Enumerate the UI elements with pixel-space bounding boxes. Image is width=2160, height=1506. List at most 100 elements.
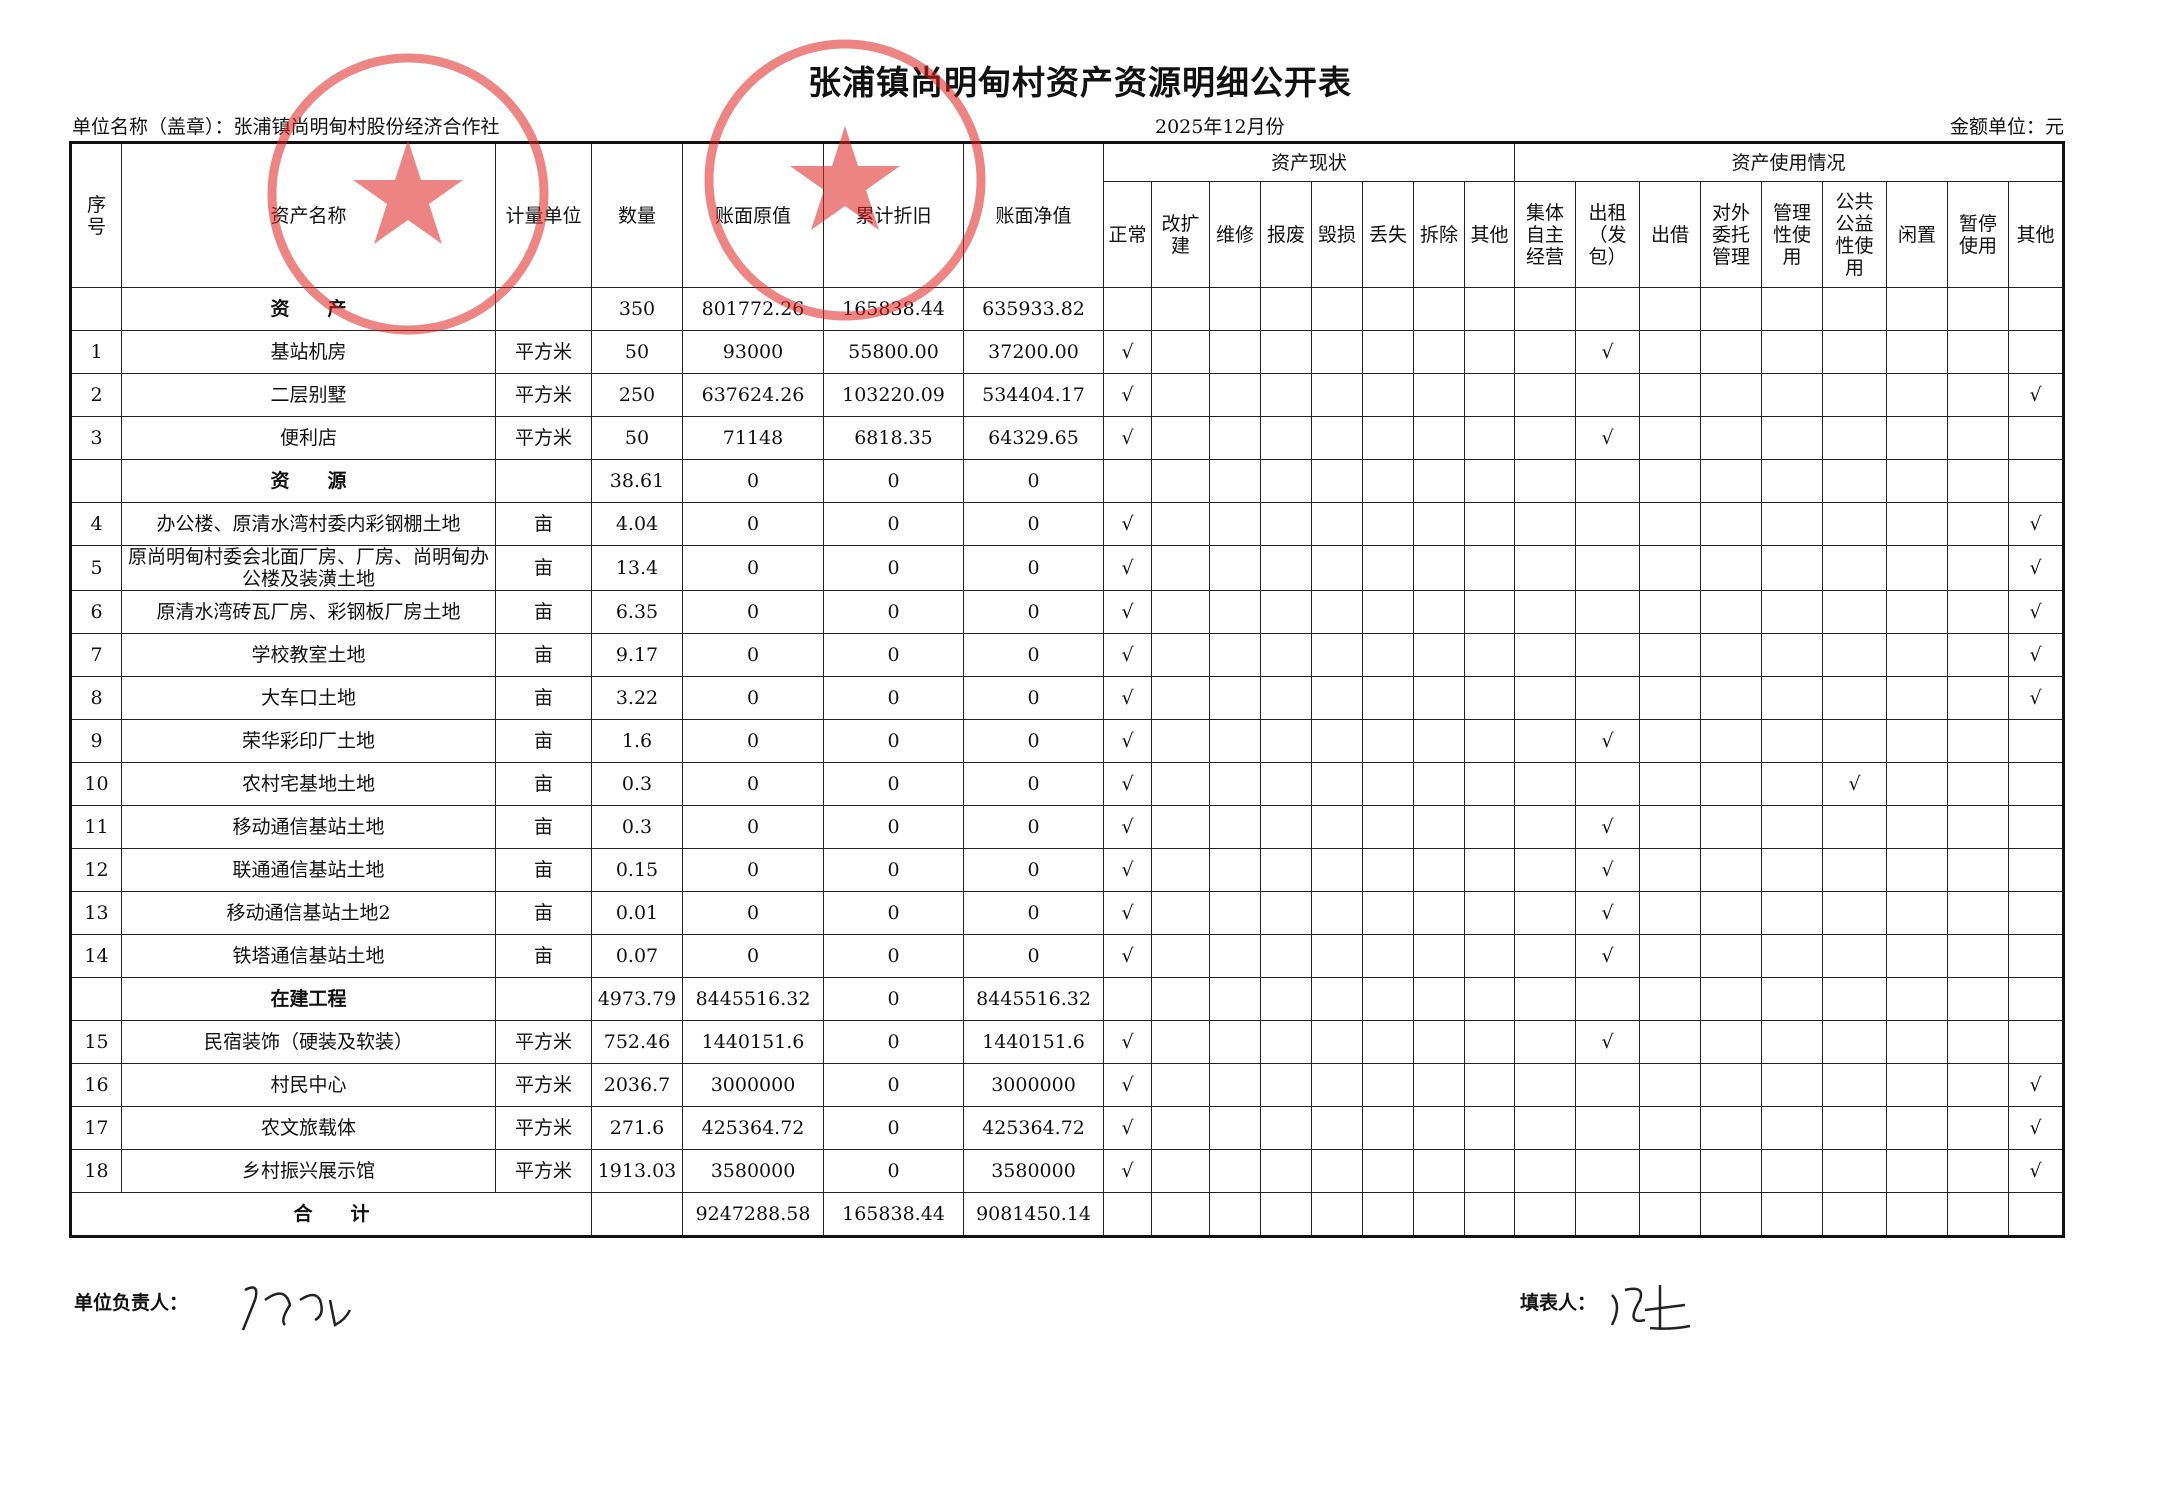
cell xyxy=(1761,416,1824,460)
cell: 平方米 xyxy=(495,1106,592,1150)
cell xyxy=(1209,934,1261,978)
cell xyxy=(1575,459,1641,503)
cell: 0 xyxy=(963,545,1104,591)
cell xyxy=(1639,287,1702,331)
cell xyxy=(1362,416,1414,460)
cell xyxy=(1514,1149,1577,1193)
header-row: 正常 改扩 建维修 报废 毁损 丢失 拆除 其他 集体 自主 经营 出租 （发 包） 出借 对外 委… xyxy=(71,181,2065,288)
table-row: 12 联通通信基站土地亩 0.15 0 0 0 √ √ xyxy=(70,848,2065,892)
check-mark: √ xyxy=(2008,590,2065,634)
cell xyxy=(1260,502,1312,546)
cell: 便利店 xyxy=(121,416,496,460)
table-row: 2 二层别墅 平方米 250 637624.26 103220.09 534404.17 √ √ xyxy=(70,373,2065,417)
cell: 原清水湾砖瓦厂房、彩钢板厂房土地 xyxy=(121,590,496,634)
cell xyxy=(1260,891,1312,935)
cell xyxy=(1639,545,1702,591)
cell xyxy=(1886,1106,1949,1150)
cell xyxy=(1260,805,1312,849)
cell xyxy=(1463,891,1516,935)
cell xyxy=(1947,848,2010,892)
cell xyxy=(1575,977,1641,1021)
column-header: 资产名称 xyxy=(121,142,496,288)
cell xyxy=(1413,676,1465,720)
cell xyxy=(1103,977,1152,1021)
cell: 0 xyxy=(963,590,1104,634)
cell xyxy=(1463,287,1516,331)
table-row: 14 铁塔通信基站土地亩 0.07 0 0 0 √ √ xyxy=(70,934,2065,978)
cell xyxy=(1514,1192,1577,1237)
cell xyxy=(1822,287,1888,331)
cell xyxy=(1761,1106,1824,1150)
cell xyxy=(1362,287,1414,331)
cell: 农文旅载体 xyxy=(121,1106,496,1150)
check-mark: √ xyxy=(1103,502,1152,546)
check-mark: √ xyxy=(1103,805,1152,849)
cell xyxy=(1311,848,1363,892)
cell xyxy=(1151,373,1210,417)
cell: 18 xyxy=(70,1149,122,1193)
column-header: 暂停 使用 xyxy=(1947,181,2010,288)
cell xyxy=(1311,1192,1363,1237)
cell xyxy=(1700,934,1763,978)
cell xyxy=(1947,330,2010,374)
column-header: 毁损 xyxy=(1311,181,1363,288)
cell: 4 xyxy=(70,502,122,546)
cell xyxy=(1260,676,1312,720)
check-mark: √ xyxy=(1103,1063,1152,1107)
cell xyxy=(1413,762,1465,806)
check-mark: √ xyxy=(1575,848,1641,892)
cell xyxy=(1822,590,1888,634)
cell: 平方米 xyxy=(495,1063,592,1107)
cell: 6 xyxy=(70,590,122,634)
table-row: 3 便利店 平方米 50 71148 6818.35 64329.65 √ √ xyxy=(70,416,2065,460)
cell xyxy=(1761,1149,1824,1193)
cell xyxy=(495,977,592,1021)
cell xyxy=(1761,676,1824,720)
cell: 平方米 xyxy=(495,330,592,374)
total-value: 9247288.58 xyxy=(682,1192,824,1237)
check-mark: √ xyxy=(1103,934,1152,978)
cell xyxy=(1639,977,1702,1021)
column-header: 出租 （发 包） xyxy=(1575,181,1641,288)
cell xyxy=(1311,416,1363,460)
cell: 0 xyxy=(963,891,1104,935)
cell xyxy=(1362,762,1414,806)
cell xyxy=(1413,330,1465,374)
cell xyxy=(1151,1020,1210,1064)
cell: 271.6 xyxy=(591,1106,683,1150)
check-mark: √ xyxy=(2008,1149,2065,1193)
cell xyxy=(1700,287,1763,331)
cell xyxy=(1639,1063,1702,1107)
cell xyxy=(1947,977,2010,1021)
cell: 移动通信基站土地 xyxy=(121,805,496,849)
cell xyxy=(1700,1020,1763,1064)
column-header: 其他 xyxy=(2008,181,2065,288)
cell xyxy=(1151,1106,1210,1150)
cell xyxy=(2008,287,2065,331)
cell: 亩 xyxy=(495,805,592,849)
cell xyxy=(1639,719,1702,763)
cell xyxy=(1151,762,1210,806)
cell xyxy=(1575,502,1641,546)
cell: 6818.35 xyxy=(823,416,964,460)
cell xyxy=(1822,977,1888,1021)
cell xyxy=(70,977,122,1021)
cell xyxy=(1761,330,1824,374)
cell xyxy=(1260,719,1312,763)
cell xyxy=(1575,762,1641,806)
cell xyxy=(1761,719,1824,763)
check-mark: √ xyxy=(2008,1063,2065,1107)
cell xyxy=(1209,805,1261,849)
cell: 0 xyxy=(682,633,824,677)
cell xyxy=(1311,459,1363,503)
cell: 425364.72 xyxy=(682,1106,824,1150)
cell xyxy=(1413,805,1465,849)
cell: 0 xyxy=(963,502,1104,546)
cell xyxy=(1260,1063,1312,1107)
check-mark: √ xyxy=(1103,633,1152,677)
cell: 在建工程 xyxy=(121,977,496,1021)
cell: 103220.09 xyxy=(823,373,964,417)
cell xyxy=(1886,977,1949,1021)
cell: 0 xyxy=(682,459,824,503)
column-header: 累计折旧 xyxy=(823,142,964,288)
